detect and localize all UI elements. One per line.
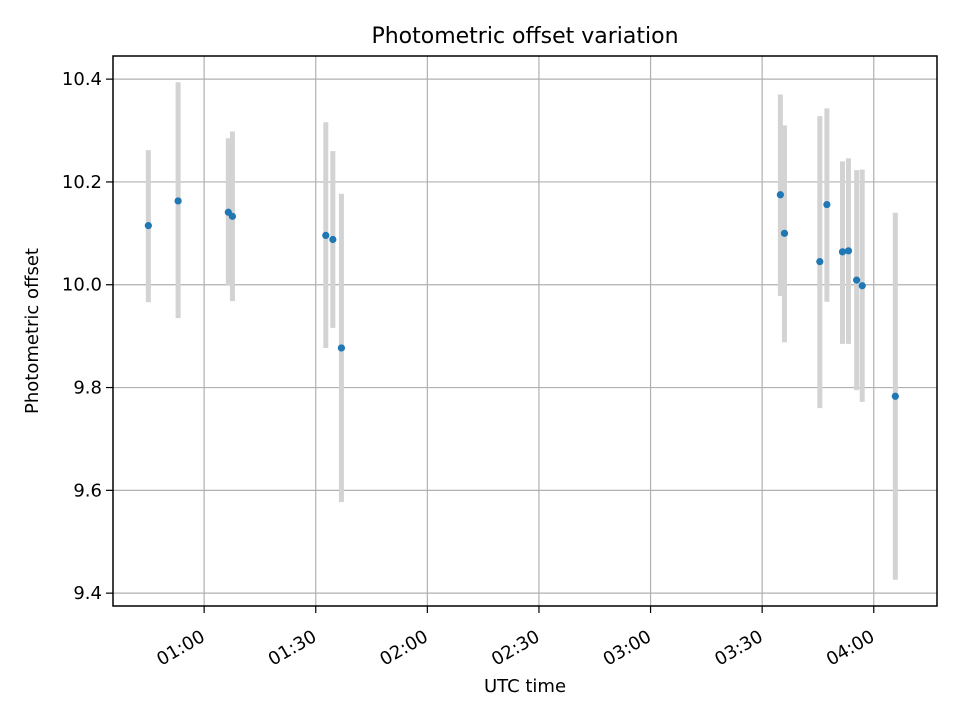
data-point [776, 191, 784, 199]
data-point [853, 276, 861, 284]
data-point [816, 258, 824, 266]
y-tick-label: 9.4 [73, 583, 102, 604]
data-point [228, 212, 237, 220]
data-point [144, 222, 152, 230]
x-axis-label: UTC time [484, 676, 566, 697]
data-point [844, 247, 853, 255]
y-tick-label: 10.0 [62, 275, 102, 296]
y-axis-ticks: 9.4 9.6 9.8 10.0 10.2 10.4 [62, 69, 113, 604]
data-point [858, 282, 866, 290]
data-point [780, 229, 789, 237]
grid [113, 56, 937, 606]
data-point [174, 197, 182, 205]
data-point [891, 392, 899, 400]
y-tick-label: 10.4 [62, 69, 102, 90]
data-point [337, 344, 346, 352]
data-point [329, 235, 337, 244]
y-tick-label: 9.8 [73, 378, 102, 399]
y-axis-label: Photometric offset [22, 248, 43, 414]
data-point [838, 248, 847, 256]
chart-title: Photometric offset variation [371, 24, 678, 49]
plot-frame [112, 55, 938, 607]
y-tick-label: 9.6 [73, 480, 102, 501]
y-tick-label: 10.2 [62, 172, 102, 193]
data-point [322, 231, 330, 239]
data-point [823, 200, 831, 209]
data-points [144, 191, 899, 400]
